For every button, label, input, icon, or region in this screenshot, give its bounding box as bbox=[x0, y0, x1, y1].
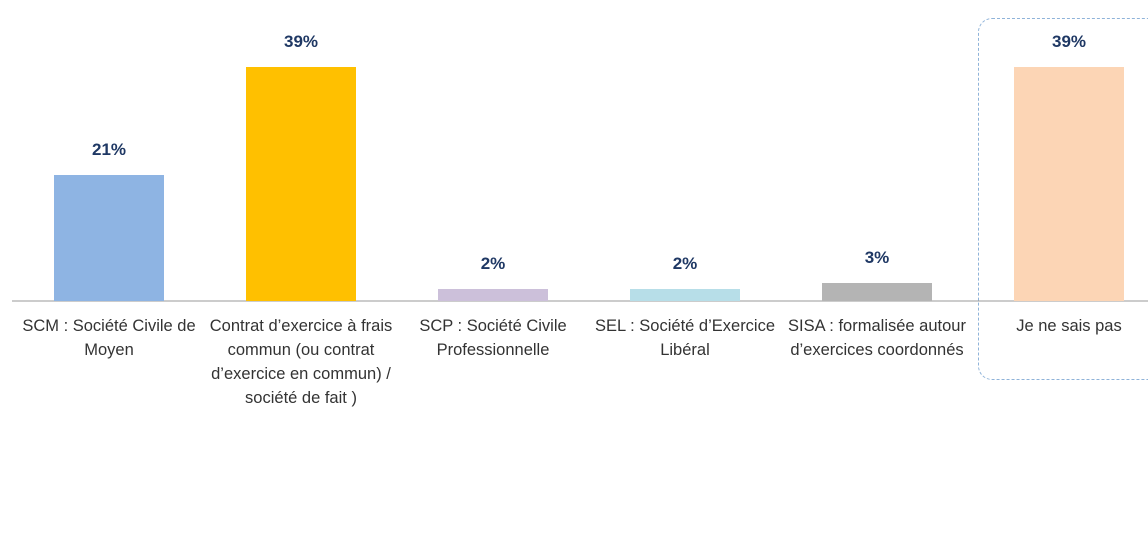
bar bbox=[438, 289, 548, 301]
bar bbox=[822, 283, 932, 301]
data-label: 2% bbox=[481, 254, 506, 273]
data-label: 2% bbox=[673, 254, 698, 273]
highlight-box bbox=[978, 18, 1148, 380]
data-label: 39% bbox=[1052, 32, 1086, 51]
category-label: SCP : Société Civile Professionnelle bbox=[419, 317, 567, 359]
data-label: 21% bbox=[92, 140, 126, 159]
bar bbox=[246, 67, 356, 301]
bar bbox=[1014, 67, 1124, 301]
category-label: SCM : Société Civile de Moyen bbox=[22, 317, 196, 359]
category-label: Je ne sais pas bbox=[1016, 317, 1122, 335]
data-label: 3% bbox=[865, 248, 890, 267]
category-label: SISA : formalisée autour d’exercices coo… bbox=[788, 317, 966, 359]
category-label: Contrat d’exercice à frais commun (ou co… bbox=[209, 317, 393, 407]
category-label: SEL : Société d’Exercice Libéral bbox=[594, 317, 776, 359]
bar bbox=[630, 289, 740, 301]
bar bbox=[54, 175, 164, 301]
data-label: 39% bbox=[284, 32, 318, 51]
